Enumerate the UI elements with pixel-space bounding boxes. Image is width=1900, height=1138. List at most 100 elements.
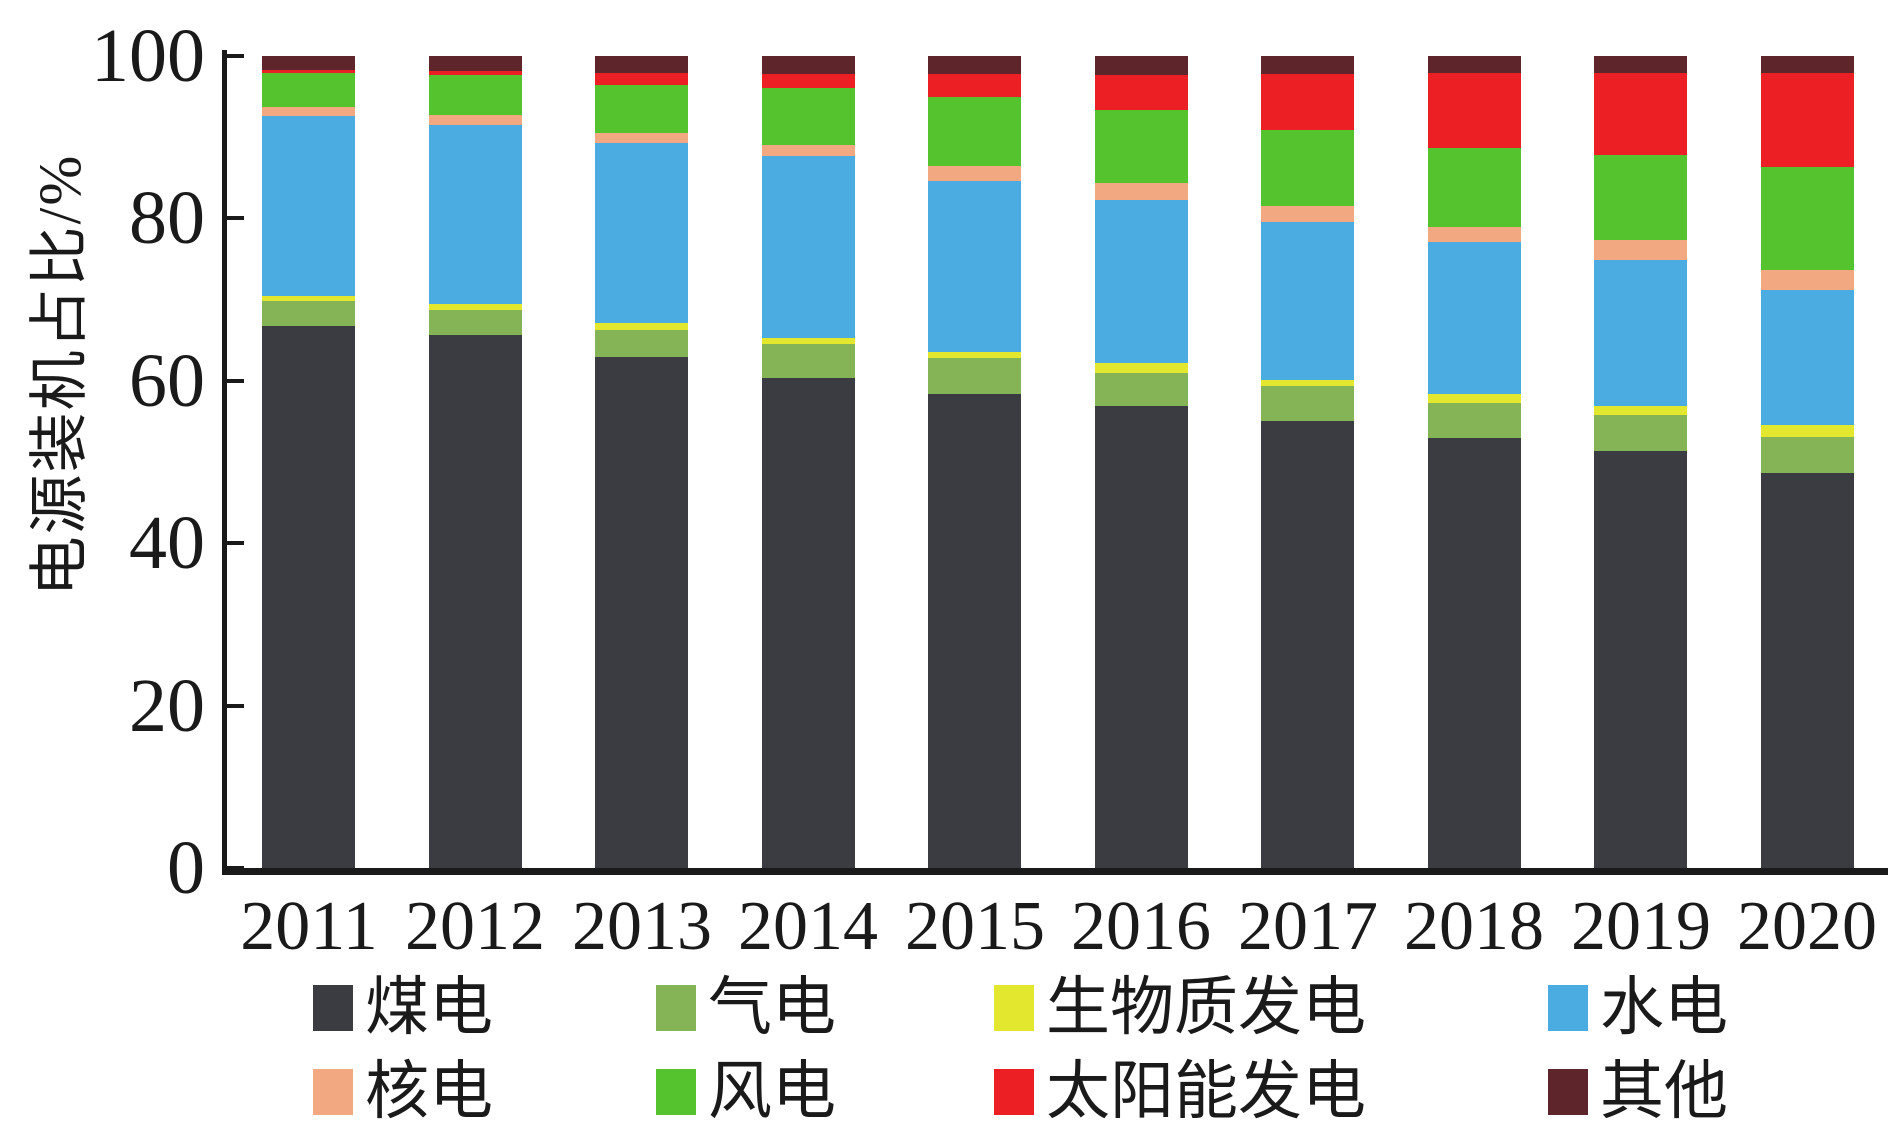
legend-item-gas: 气电 bbox=[656, 976, 836, 1040]
bar-segment-gas-2014 bbox=[762, 344, 855, 378]
bar-segment-wind-2015 bbox=[928, 97, 1021, 166]
bar-segment-hydro-2012 bbox=[429, 125, 522, 304]
x-tick-label-2012: 2012 bbox=[405, 888, 545, 965]
y-axis-spine bbox=[222, 50, 227, 875]
bar-segment-hydro-2016 bbox=[1095, 200, 1188, 363]
y-tick-mark-100 bbox=[227, 54, 244, 58]
bar-segment-coal-2012 bbox=[429, 335, 522, 868]
bar-segment-solar-2016 bbox=[1095, 75, 1188, 110]
bar-segment-wind-2020 bbox=[1761, 167, 1854, 270]
bar-segment-biomass-2018 bbox=[1428, 394, 1521, 403]
bar-segment-nuclear-2013 bbox=[595, 133, 688, 143]
x-tick-label-2017: 2017 bbox=[1238, 888, 1378, 965]
bar-segment-other-2019 bbox=[1594, 56, 1687, 73]
bar-segment-solar-2011 bbox=[262, 70, 355, 73]
bar-segment-solar-2020 bbox=[1761, 73, 1854, 167]
bar-segment-biomass-2017 bbox=[1261, 380, 1354, 386]
legend-label-coal: 煤电 bbox=[365, 972, 493, 1043]
bar-segment-coal-2017 bbox=[1261, 421, 1354, 868]
legend-item-hydro: 水电 bbox=[1548, 976, 1728, 1040]
bar-segment-hydro-2018 bbox=[1428, 242, 1521, 394]
y-tick-mark-0 bbox=[227, 866, 244, 870]
bar-segment-biomass-2020 bbox=[1761, 425, 1854, 437]
bar-segment-gas-2011 bbox=[262, 301, 355, 326]
bar-2012 bbox=[429, 0, 522, 868]
bar-segment-biomass-2016 bbox=[1095, 363, 1188, 373]
bar-segment-coal-2015 bbox=[928, 394, 1021, 868]
bar-segment-gas-2015 bbox=[928, 358, 1021, 394]
bar-segment-wind-2014 bbox=[762, 88, 855, 145]
legend-label-nuclear: 核电 bbox=[365, 1056, 493, 1127]
bar-2018 bbox=[1428, 0, 1521, 868]
x-tick-label-2016: 2016 bbox=[1071, 888, 1211, 965]
bar-segment-hydro-2014 bbox=[762, 156, 855, 338]
y-tick-mark-80 bbox=[227, 216, 244, 220]
bar-segment-solar-2017 bbox=[1261, 74, 1354, 130]
legend-label-solar: 太阳能发电 bbox=[1046, 1056, 1366, 1127]
bar-segment-biomass-2019 bbox=[1594, 406, 1687, 415]
bar-segment-biomass-2014 bbox=[762, 338, 855, 344]
bar-segment-hydro-2015 bbox=[928, 181, 1021, 352]
legend-swatch-other bbox=[1548, 1069, 1588, 1115]
bar-segment-wind-2011 bbox=[262, 73, 355, 107]
x-tick-label-2020: 2020 bbox=[1737, 888, 1877, 965]
bar-segment-nuclear-2011 bbox=[262, 107, 355, 116]
legend-item-other: 其他 bbox=[1548, 1060, 1728, 1124]
bar-segment-hydro-2011 bbox=[262, 116, 355, 296]
legend-swatch-biomass bbox=[994, 985, 1034, 1031]
bar-segment-hydro-2019 bbox=[1594, 260, 1687, 406]
bar-segment-nuclear-2019 bbox=[1594, 240, 1687, 260]
y-tick-mark-40 bbox=[227, 541, 244, 545]
bar-segment-hydro-2020 bbox=[1761, 290, 1854, 425]
y-tick-label-20: 20 bbox=[129, 664, 205, 748]
bar-segment-wind-2017 bbox=[1261, 130, 1354, 206]
bar-segment-biomass-2012 bbox=[429, 304, 522, 310]
bar-segment-other-2011 bbox=[262, 56, 355, 70]
bar-segment-solar-2018 bbox=[1428, 73, 1521, 148]
y-tick-mark-20 bbox=[227, 704, 244, 708]
bar-2016 bbox=[1095, 0, 1188, 868]
bar-segment-wind-2012 bbox=[429, 75, 522, 115]
bar-segment-solar-2015 bbox=[928, 74, 1021, 97]
bar-segment-coal-2018 bbox=[1428, 438, 1521, 868]
bar-segment-coal-2019 bbox=[1594, 451, 1687, 868]
x-tick-label-2019: 2019 bbox=[1571, 888, 1711, 965]
x-axis-spine bbox=[222, 868, 1888, 875]
bar-segment-wind-2018 bbox=[1428, 148, 1521, 227]
legend-label-other: 其他 bbox=[1600, 1056, 1728, 1127]
bar-segment-gas-2020 bbox=[1761, 437, 1854, 473]
bar-segment-biomass-2013 bbox=[595, 323, 688, 330]
bar-segment-gas-2013 bbox=[595, 330, 688, 357]
legend-item-biomass: 生物质发电 bbox=[994, 976, 1366, 1040]
legend-swatch-solar bbox=[994, 1069, 1034, 1115]
x-tick-label-2011: 2011 bbox=[240, 888, 378, 965]
x-tick-label-2014: 2014 bbox=[738, 888, 878, 965]
bar-segment-other-2018 bbox=[1428, 56, 1521, 73]
legend-swatch-wind bbox=[656, 1069, 696, 1115]
bar-segment-solar-2019 bbox=[1594, 73, 1687, 155]
bar-segment-nuclear-2015 bbox=[928, 166, 1021, 181]
bar-segment-coal-2013 bbox=[595, 357, 688, 868]
bar-segment-gas-2012 bbox=[429, 310, 522, 335]
bar-segment-nuclear-2018 bbox=[1428, 227, 1521, 242]
bar-2017 bbox=[1261, 0, 1354, 868]
legend-swatch-gas bbox=[656, 985, 696, 1031]
y-tick-label-0: 0 bbox=[167, 826, 205, 910]
bar-segment-other-2020 bbox=[1761, 56, 1854, 73]
legend-swatch-coal bbox=[313, 985, 353, 1031]
legend-label-hydro: 水电 bbox=[1600, 972, 1728, 1043]
legend-swatch-hydro bbox=[1548, 985, 1588, 1031]
bar-segment-biomass-2011 bbox=[262, 296, 355, 301]
legend-item-coal: 煤电 bbox=[313, 976, 493, 1040]
bar-segment-wind-2019 bbox=[1594, 155, 1687, 240]
bar-segment-other-2017 bbox=[1261, 56, 1354, 74]
bar-segment-coal-2016 bbox=[1095, 406, 1188, 868]
bar-2011 bbox=[262, 0, 355, 868]
bar-segment-wind-2013 bbox=[595, 85, 688, 133]
legend-item-solar: 太阳能发电 bbox=[994, 1060, 1366, 1124]
bar-segment-gas-2017 bbox=[1261, 386, 1354, 421]
bar-segment-solar-2014 bbox=[762, 74, 855, 88]
legend-item-nuclear: 核电 bbox=[313, 1060, 493, 1124]
legend-label-gas: 气电 bbox=[708, 972, 836, 1043]
bar-segment-solar-2012 bbox=[429, 71, 522, 75]
